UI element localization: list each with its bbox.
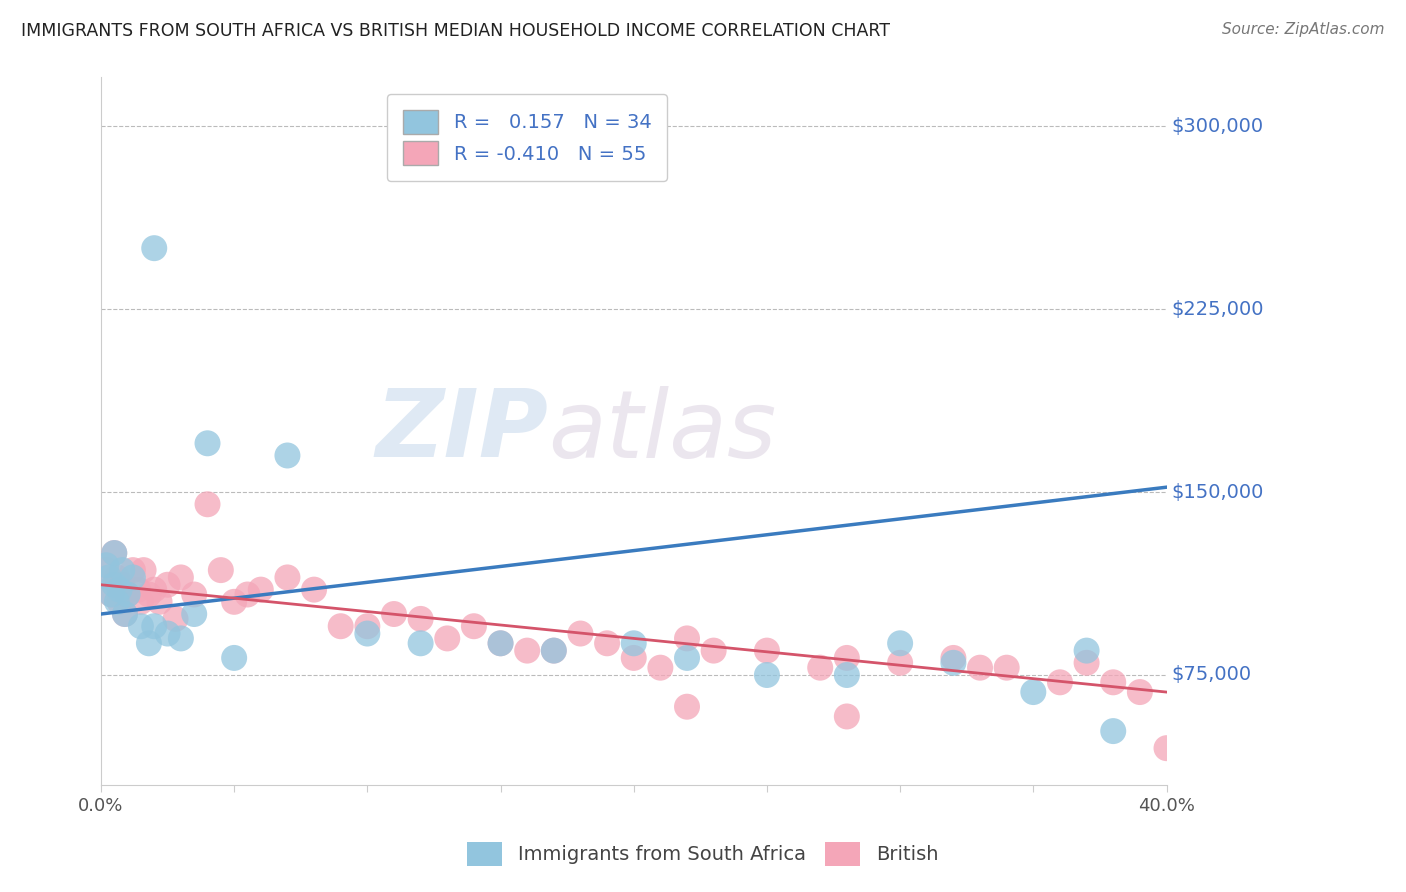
Point [1129, 685, 1152, 699]
Point [103, 578, 125, 592]
Point [148, 595, 170, 609]
Point [100, 587, 122, 601]
Point [382, 607, 405, 621]
Text: Source: ZipAtlas.com: Source: ZipAtlas.com [1222, 22, 1385, 37]
Legend: R =   0.157   N = 34, R = -0.410   N = 55: R = 0.157 N = 34, R = -0.410 N = 55 [388, 95, 666, 180]
Point [276, 449, 298, 463]
Point [156, 578, 179, 592]
Point [156, 626, 179, 640]
Point [224, 595, 246, 609]
Point [942, 656, 965, 670]
Point [143, 582, 166, 597]
Point [1156, 741, 1178, 756]
Point [1076, 656, 1098, 670]
Point [96, 558, 118, 573]
Point [165, 612, 187, 626]
Point [650, 661, 672, 675]
Point [329, 619, 352, 633]
Point [105, 570, 128, 584]
Text: $300,000: $300,000 [1171, 117, 1264, 136]
Point [236, 587, 259, 601]
Legend: Immigrants from South Africa, British: Immigrants from South Africa, British [460, 834, 946, 873]
Point [356, 626, 378, 640]
Point [127, 582, 149, 597]
Point [143, 619, 166, 633]
Point [808, 661, 831, 675]
Point [129, 595, 152, 609]
Point [103, 546, 125, 560]
Point [1049, 675, 1071, 690]
Point [138, 587, 160, 601]
Point [1102, 675, 1125, 690]
Text: $225,000: $225,000 [1171, 300, 1264, 318]
Point [117, 587, 139, 601]
Point [755, 668, 778, 682]
Point [114, 607, 136, 621]
Point [100, 587, 122, 601]
Point [183, 587, 205, 601]
Point [489, 636, 512, 650]
Point [197, 436, 219, 450]
Point [623, 636, 645, 650]
Point [276, 570, 298, 584]
Point [835, 709, 858, 723]
Point [224, 651, 246, 665]
Point [197, 497, 219, 511]
Text: ZIP: ZIP [375, 385, 548, 477]
Point [122, 570, 145, 584]
Point [170, 632, 193, 646]
Point [1022, 685, 1045, 699]
Point [117, 587, 139, 601]
Point [995, 661, 1018, 675]
Point [122, 563, 145, 577]
Point [543, 643, 565, 657]
Point [755, 643, 778, 657]
Text: $75,000: $75,000 [1171, 665, 1251, 684]
Point [516, 643, 538, 657]
Point [889, 636, 911, 650]
Point [138, 636, 160, 650]
Point [676, 651, 699, 665]
Point [489, 636, 512, 650]
Point [143, 241, 166, 255]
Point [676, 632, 699, 646]
Point [969, 661, 991, 675]
Point [108, 582, 131, 597]
Point [409, 612, 432, 626]
Point [183, 607, 205, 621]
Text: IMMIGRANTS FROM SOUTH AFRICA VS BRITISH MEDIAN HOUSEHOLD INCOME CORRELATION CHAR: IMMIGRANTS FROM SOUTH AFRICA VS BRITISH … [21, 22, 890, 40]
Point [463, 619, 485, 633]
Point [97, 570, 120, 584]
Point [108, 595, 131, 609]
Point [436, 632, 458, 646]
Point [1102, 724, 1125, 739]
Point [132, 563, 155, 577]
Point [703, 643, 725, 657]
Point [249, 582, 271, 597]
Point [676, 699, 699, 714]
Point [111, 578, 134, 592]
Point [835, 651, 858, 665]
Point [209, 563, 232, 577]
Point [543, 643, 565, 657]
Point [114, 607, 136, 621]
Point [889, 656, 911, 670]
Point [623, 651, 645, 665]
Point [1076, 643, 1098, 657]
Point [942, 651, 965, 665]
Point [111, 563, 134, 577]
Point [105, 595, 128, 609]
Point [103, 546, 125, 560]
Point [302, 582, 325, 597]
Point [96, 563, 118, 577]
Point [409, 636, 432, 650]
Point [129, 619, 152, 633]
Point [569, 626, 592, 640]
Point [170, 570, 193, 584]
Point [596, 636, 619, 650]
Text: atlas: atlas [548, 385, 776, 476]
Text: $150,000: $150,000 [1171, 483, 1264, 501]
Point [835, 668, 858, 682]
Point [356, 619, 378, 633]
